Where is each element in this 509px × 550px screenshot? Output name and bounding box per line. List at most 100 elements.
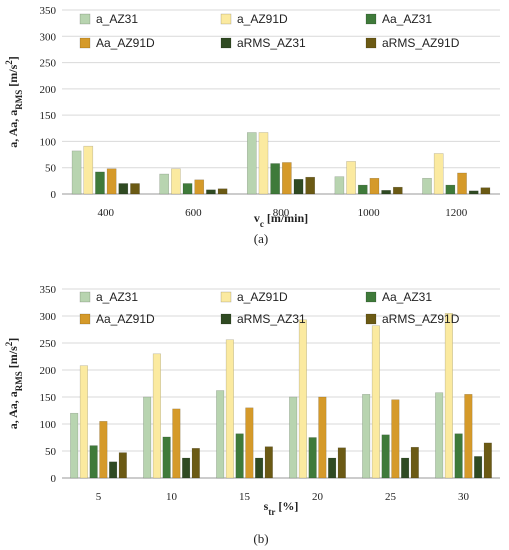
bar-a_AZ91D-800 [258, 132, 269, 195]
bar-a_AZ91D-1200 [433, 153, 444, 195]
legend-label-Aa_AZ91D: Aa_AZ91D [96, 312, 155, 326]
y-tick-label: 150 [40, 110, 57, 122]
legend-swatch-aRMS_AZ91D [365, 313, 377, 325]
bar-a_AZ31-5 [70, 412, 79, 479]
legend-swatch-a_AZ31 [79, 13, 91, 25]
legend-label-a_AZ31: a_AZ31 [96, 290, 138, 304]
y-label-main: a, Aa, a [6, 391, 20, 429]
bar-aRMS_AZ31-20 [328, 457, 337, 479]
y-tick-label: 350 [40, 284, 57, 296]
bar-aRMS_AZ31-10 [182, 457, 191, 479]
bar-Aa_AZ31-400 [95, 171, 105, 195]
y-tick-label: 200 [40, 365, 57, 377]
bar-aRMS_AZ91D-15 [264, 446, 273, 479]
bar-aRMS_AZ31-1200 [468, 190, 479, 195]
y-tick-label: 250 [40, 58, 57, 70]
x-label-rest: [%] [275, 499, 298, 513]
bar-aRMS_AZ91D-600 [217, 188, 228, 195]
bar-Aa_AZ31-30 [454, 433, 463, 479]
bar-Aa_AZ31-25 [381, 434, 390, 479]
y-axis-label: a, Aa, aRMS [m/s2] [4, 56, 24, 148]
bar-Aa_AZ91D-1200 [457, 172, 467, 195]
bar-a_AZ31-1200 [422, 177, 432, 195]
bar-aRMS_AZ31-1000 [381, 190, 391, 195]
bar-a_AZ91D-5 [79, 365, 88, 479]
bar-Aa_AZ91D-1000 [369, 177, 380, 195]
bar-Aa_AZ91D-800 [282, 162, 292, 195]
bar-a_AZ31-800 [246, 132, 257, 195]
bar-Aa_AZ91D-600 [194, 179, 205, 195]
legend-swatch-a_AZ31 [79, 291, 91, 303]
x-tick-label: 600 [185, 207, 202, 219]
bar-aRMS_AZ91D-25 [410, 446, 419, 479]
x-tick-label: 1200 [445, 207, 468, 219]
x-tick-label: 25 [385, 491, 397, 503]
chart-1: 0 50 100 150 200 250 300 350 400 600 800 1000 1200 a_… [4, 5, 500, 246]
y-label-sup: 2 [4, 341, 14, 346]
y-label-rest: [m/s [6, 346, 20, 371]
y-tick-label: 150 [40, 392, 57, 404]
bar-aRMS_AZ91D-400 [130, 183, 140, 195]
x-axis-label: str [%] [264, 499, 299, 517]
bar-Aa_AZ31-10 [162, 436, 171, 479]
bar-aRMS_AZ91D-1000 [392, 186, 403, 195]
legend-label-a_AZ91D: a_AZ91D [237, 12, 288, 26]
legend-label-Aa_AZ31: Aa_AZ31 [382, 12, 432, 26]
legend-label-Aa_AZ91D: Aa_AZ91D [96, 36, 155, 50]
y-label-rest: [m/s [6, 64, 20, 89]
y-tick-label: 50 [45, 446, 57, 458]
bar-a_AZ31-400 [71, 150, 82, 195]
y-tick-label: 350 [40, 5, 57, 17]
y-tick-label: 0 [51, 473, 57, 485]
legend-swatch-a_AZ91D [220, 13, 232, 25]
y-label-sub: RMS [14, 90, 24, 110]
y-tick-label: 300 [40, 311, 57, 323]
bar-Aa_AZ91D-400 [106, 168, 117, 195]
bar-aRMS_AZ91D-800 [305, 176, 316, 195]
y-label-end: ] [6, 56, 20, 60]
bar-Aa_AZ91D-15 [245, 407, 254, 479]
bar-a_AZ31-15 [216, 390, 225, 479]
bar-Aa_AZ91D-20 [318, 396, 327, 479]
y-axis-label: a, Aa, aRMS [m/s2] [4, 338, 24, 430]
bar-a_AZ31-30 [435, 392, 444, 479]
bar-aRMS_AZ31-800 [293, 179, 304, 195]
y-tick-label: 50 [45, 163, 57, 175]
bar-aRMS_AZ31-30 [474, 456, 483, 479]
bar-a_AZ91D-400 [83, 145, 94, 195]
legend-label-a_AZ91D: a_AZ91D [237, 290, 288, 304]
y-tick-label: 100 [40, 136, 57, 148]
legend-label-aRMS_AZ31: aRMS_AZ31 [237, 36, 306, 50]
bar-Aa_AZ31-5 [89, 445, 98, 479]
legend-swatch-a_AZ91D [220, 291, 232, 303]
bar-aRMS_AZ31-5 [109, 461, 118, 479]
bar-Aa_AZ31-15 [235, 433, 244, 479]
x-tick-label: 30 [458, 491, 470, 503]
chart-caption: (a) [254, 231, 268, 246]
chart-2: 0 50 100 150 200 250 300 350 5 10 15 20 25 30 a_AZ31 a_… [4, 284, 500, 546]
legend-label-aRMS_AZ31: aRMS_AZ31 [237, 312, 306, 326]
legend-label-aRMS_AZ91D: aRMS_AZ91D [382, 312, 460, 326]
x-tick-label: 15 [239, 491, 251, 503]
bar-Aa_AZ31-1000 [357, 184, 368, 195]
bar-aRMS_AZ91D-10 [191, 448, 200, 479]
legend-swatch-aRMS_AZ91D [365, 37, 377, 49]
legend-label-a_AZ31: a_AZ31 [96, 12, 138, 26]
x-tick-label: 400 [98, 207, 115, 219]
bar-Aa_AZ31-600 [182, 183, 193, 195]
y-label-main: a, Aa, a [6, 110, 20, 148]
y-label-end: ] [6, 338, 20, 342]
bar-a_AZ91D-15 [225, 339, 234, 479]
bar-a_AZ91D-30 [444, 313, 453, 479]
bar-Aa_AZ91D-5 [99, 421, 108, 479]
y-tick-label: 250 [40, 338, 57, 350]
legend-swatch-Aa_AZ31 [365, 13, 377, 25]
legend-swatch-aRMS_AZ31 [220, 37, 232, 49]
x-tick-label: 5 [96, 491, 102, 503]
legend-label-Aa_AZ31: Aa_AZ31 [382, 290, 432, 304]
bar-a_AZ31-20 [289, 396, 298, 479]
bar-aRMS_AZ31-15 [255, 457, 264, 479]
y-tick-label: 100 [40, 419, 57, 431]
y-tick-label: 0 [51, 189, 57, 201]
bar-Aa_AZ31-1200 [445, 184, 456, 195]
